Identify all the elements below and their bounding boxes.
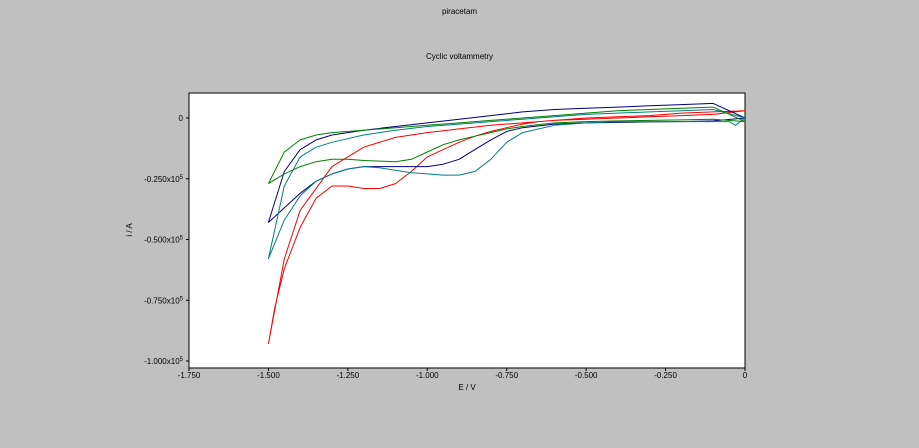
x-tick-label: -0.250 [654,371,677,380]
x-axis-ticks: -1.750 -1.500 -1.250 -1.000 -0.750 -0.500 -0.2… [178,368,748,380]
y-tick-label: 0 [179,114,184,123]
series-line-3 [267,109,746,260]
y-axis-label: i / A [125,223,134,237]
series-layer [267,102,746,345]
series-line-1 [267,110,746,345]
x-tick-label: -1.250 [337,371,360,380]
chart-title: piracetam [441,7,478,16]
y-tick-label: -0.250x105 [144,175,184,184]
y-tick-label: -0.500x105 [144,236,184,245]
y-tick-label: -0.750x105 [144,296,184,305]
x-tick-label: -1.500 [257,371,280,380]
x-axis-label: E / V [458,383,476,392]
x-tick-label: -0.500 [575,371,598,380]
chart-subtitle: Cyclic voltammetry [425,52,494,61]
x-tick-label: 0 [743,371,748,380]
y-axis-ticks: 0 -0.250x105 -0.500x105 -0.750x105 -1.000x10… [144,114,189,366]
x-tick-label: -1.000 [416,371,439,380]
x-tick-label: -0.750 [495,371,518,380]
series-line-4 [267,106,746,185]
y-tick-label: -1.000x105 [144,357,184,366]
plot-area [188,92,746,369]
x-tick-label: -1.750 [178,371,201,380]
